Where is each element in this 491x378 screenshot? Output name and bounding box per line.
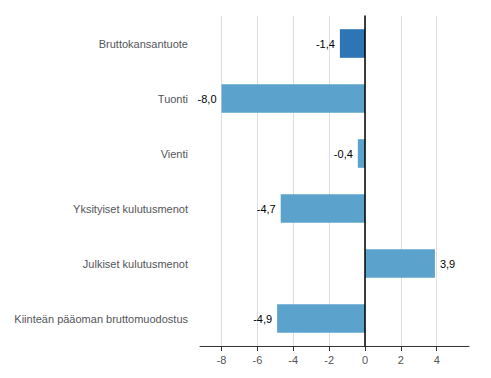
svg-text:-4: -4 [288,354,298,366]
svg-text:-2: -2 [324,354,334,366]
svg-text:-4,9: -4,9 [253,313,272,325]
svg-text:Vienti: Vienti [161,148,188,160]
svg-text:-8: -8 [217,354,227,366]
svg-text:3,9: 3,9 [440,258,455,270]
svg-text:Bruttokansantuote: Bruttokansantuote [99,38,188,50]
svg-text:-1,4: -1,4 [316,38,335,50]
svg-text:-0,4: -0,4 [334,148,353,160]
svg-text:Tuonti: Tuonti [158,93,188,105]
svg-text:-8,0: -8,0 [198,93,217,105]
svg-text:-6: -6 [252,354,262,366]
svg-text:2: 2 [398,354,404,366]
svg-text:-4,7: -4,7 [257,203,276,215]
svg-text:Julkiset kulutusmenot: Julkiset kulutusmenot [83,258,188,270]
svg-text:4: 4 [434,354,440,366]
svg-text:Yksityiset kulutusmenot: Yksityiset kulutusmenot [73,203,188,215]
svg-text:Kiinteän pääoman bruttomuodost: Kiinteän pääoman bruttomuodostus [14,313,188,325]
svg-text:0: 0 [362,354,368,366]
